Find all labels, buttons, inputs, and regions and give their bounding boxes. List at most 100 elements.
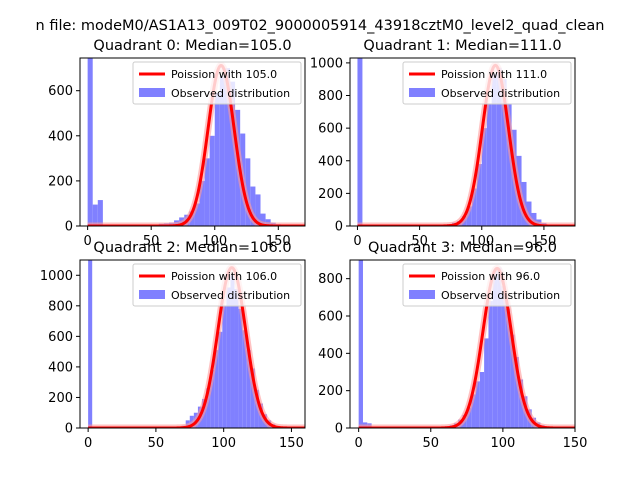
histogram-bar: [230, 275, 235, 428]
histogram-bar: [214, 92, 220, 226]
histogram-bar: [471, 188, 477, 226]
histogram-bar: [531, 212, 537, 226]
histogram-bar: [492, 271, 498, 428]
histogram-bar: [475, 381, 480, 428]
axes-frame: [349, 259, 576, 429]
axes-frame: [79, 259, 306, 429]
histogram-bar: [92, 204, 98, 226]
histogram-bar: [506, 103, 512, 226]
histogram-bar: [357, 58, 363, 226]
y-tick-label: 0: [65, 422, 73, 437]
y-tick-label: 1000: [40, 269, 73, 284]
histogram-bar: [496, 67, 502, 226]
x-tick-label: 100: [469, 234, 494, 249]
histogram-bar: [88, 260, 93, 428]
y-tick-label: 200: [48, 391, 73, 406]
legend-box: [402, 263, 572, 307]
histogram-bar: [209, 135, 215, 226]
y-tick-label: 800: [318, 89, 343, 104]
legend: Poission with 111.0 Observed distribution: [402, 61, 572, 105]
x-tick-label: 50: [411, 234, 428, 249]
histogram-bar: [242, 330, 247, 428]
x-tick-label: 100: [490, 436, 515, 451]
x-tick-label: 0: [355, 436, 363, 451]
histogram-bar: [486, 103, 492, 226]
legend-entry-fit: Poission with 106.0: [171, 270, 277, 283]
x-tick-label: 150: [279, 436, 304, 451]
legend: Poission with 106.0 Observed distribution: [132, 263, 302, 307]
fit-line: [356, 63, 575, 226]
x-tick-label: 100: [202, 234, 227, 249]
subplot-3: 0 50 100 150 0 200 400 600 800 Quadrant 3: Median…: [318, 240, 587, 451]
axes-frame: [79, 57, 306, 227]
legend: Poission with 96.0 Observed distribution: [402, 263, 572, 307]
histogram-bar: [224, 68, 230, 226]
histogram-bar: [505, 308, 511, 428]
y-tick-label: 400: [48, 360, 73, 375]
fit-line: [87, 266, 305, 428]
histogram-bar: [358, 260, 363, 428]
histogram-bar: [250, 186, 256, 226]
histogram-bar: [87, 58, 93, 226]
legend-box: [132, 263, 302, 307]
histogram-bar: [471, 394, 476, 428]
y-tick-label: 0: [335, 422, 343, 437]
legend-entry-fit: Poission with 111.0: [441, 68, 547, 81]
histogram-bar: [501, 286, 506, 428]
y-tick-label: 200: [318, 384, 343, 399]
y-tick-label: 1000: [310, 56, 343, 71]
histogram-bar: [210, 369, 215, 428]
histogram-bar: [510, 334, 515, 428]
legend-bar-swatch: [139, 290, 165, 299]
y-tick-label: 600: [318, 310, 343, 325]
histogram-bar: [218, 331, 223, 428]
histogram-bar: [466, 407, 472, 428]
histogram-bar: [466, 206, 472, 226]
histogram-bar: [234, 289, 239, 428]
legend-entry-observed: Observed distribution: [441, 87, 560, 100]
legend-bar-swatch: [139, 88, 165, 97]
y-tick-label: 400: [48, 129, 73, 144]
histogram-bar: [222, 305, 227, 428]
histogram-bar: [497, 267, 502, 428]
y-tick-label: 600: [318, 122, 343, 137]
histogram-bar: [479, 372, 485, 428]
histogram-bar: [194, 203, 200, 226]
x-tick-label: 0: [83, 234, 91, 249]
histogram-bar: [481, 128, 487, 226]
x-tick-label: 100: [211, 436, 236, 451]
histogram-bar: [501, 79, 507, 226]
x-tick-label: 50: [143, 234, 160, 249]
subplot-title: Quadrant 0: Median=105.0: [93, 38, 291, 54]
histogram-bar: [484, 338, 489, 428]
subplot-title: Quadrant 1: Median=111.0: [363, 38, 561, 54]
histogram-bar: [204, 158, 210, 226]
legend-entry-observed: Observed distribution: [171, 87, 290, 100]
y-tick-label: 0: [335, 220, 343, 235]
subplot-title: Quadrant 3: Median=96.0: [368, 240, 557, 256]
x-tick-label: 150: [532, 234, 557, 249]
y-tick-label: 600: [48, 84, 73, 99]
x-tick-label: 0: [353, 234, 361, 249]
subplot-1: 0 50 100 150 0 200 400 600 800 1000 Quadrant 1: Me…: [310, 38, 576, 249]
y-tick-label: 400: [318, 347, 343, 362]
histogram-bar: [238, 308, 243, 428]
histogram-bar: [230, 81, 236, 226]
histogram-bar: [488, 301, 493, 428]
subplot-title: Quadrant 2: Median=106.0: [93, 240, 291, 256]
y-tick-label: 800: [318, 272, 343, 287]
histogram-bar: [199, 180, 205, 226]
x-tick-label: 0: [84, 436, 92, 451]
histogram-bar: [255, 194, 261, 226]
y-tick-label: 0: [65, 220, 73, 235]
legend-entry-observed: Observed distribution: [441, 289, 560, 302]
y-tick-label: 400: [318, 154, 343, 169]
fit-line-group: [354, 61, 575, 226]
legend: Poission with 105.0 Observed distribution: [132, 61, 302, 105]
legend-box: [132, 61, 302, 105]
histogram-bar: [97, 200, 103, 226]
histogram-bar: [206, 388, 211, 428]
axes-frame: [349, 57, 576, 227]
histogram-bar: [245, 158, 251, 226]
y-tick-label: 200: [318, 187, 343, 202]
